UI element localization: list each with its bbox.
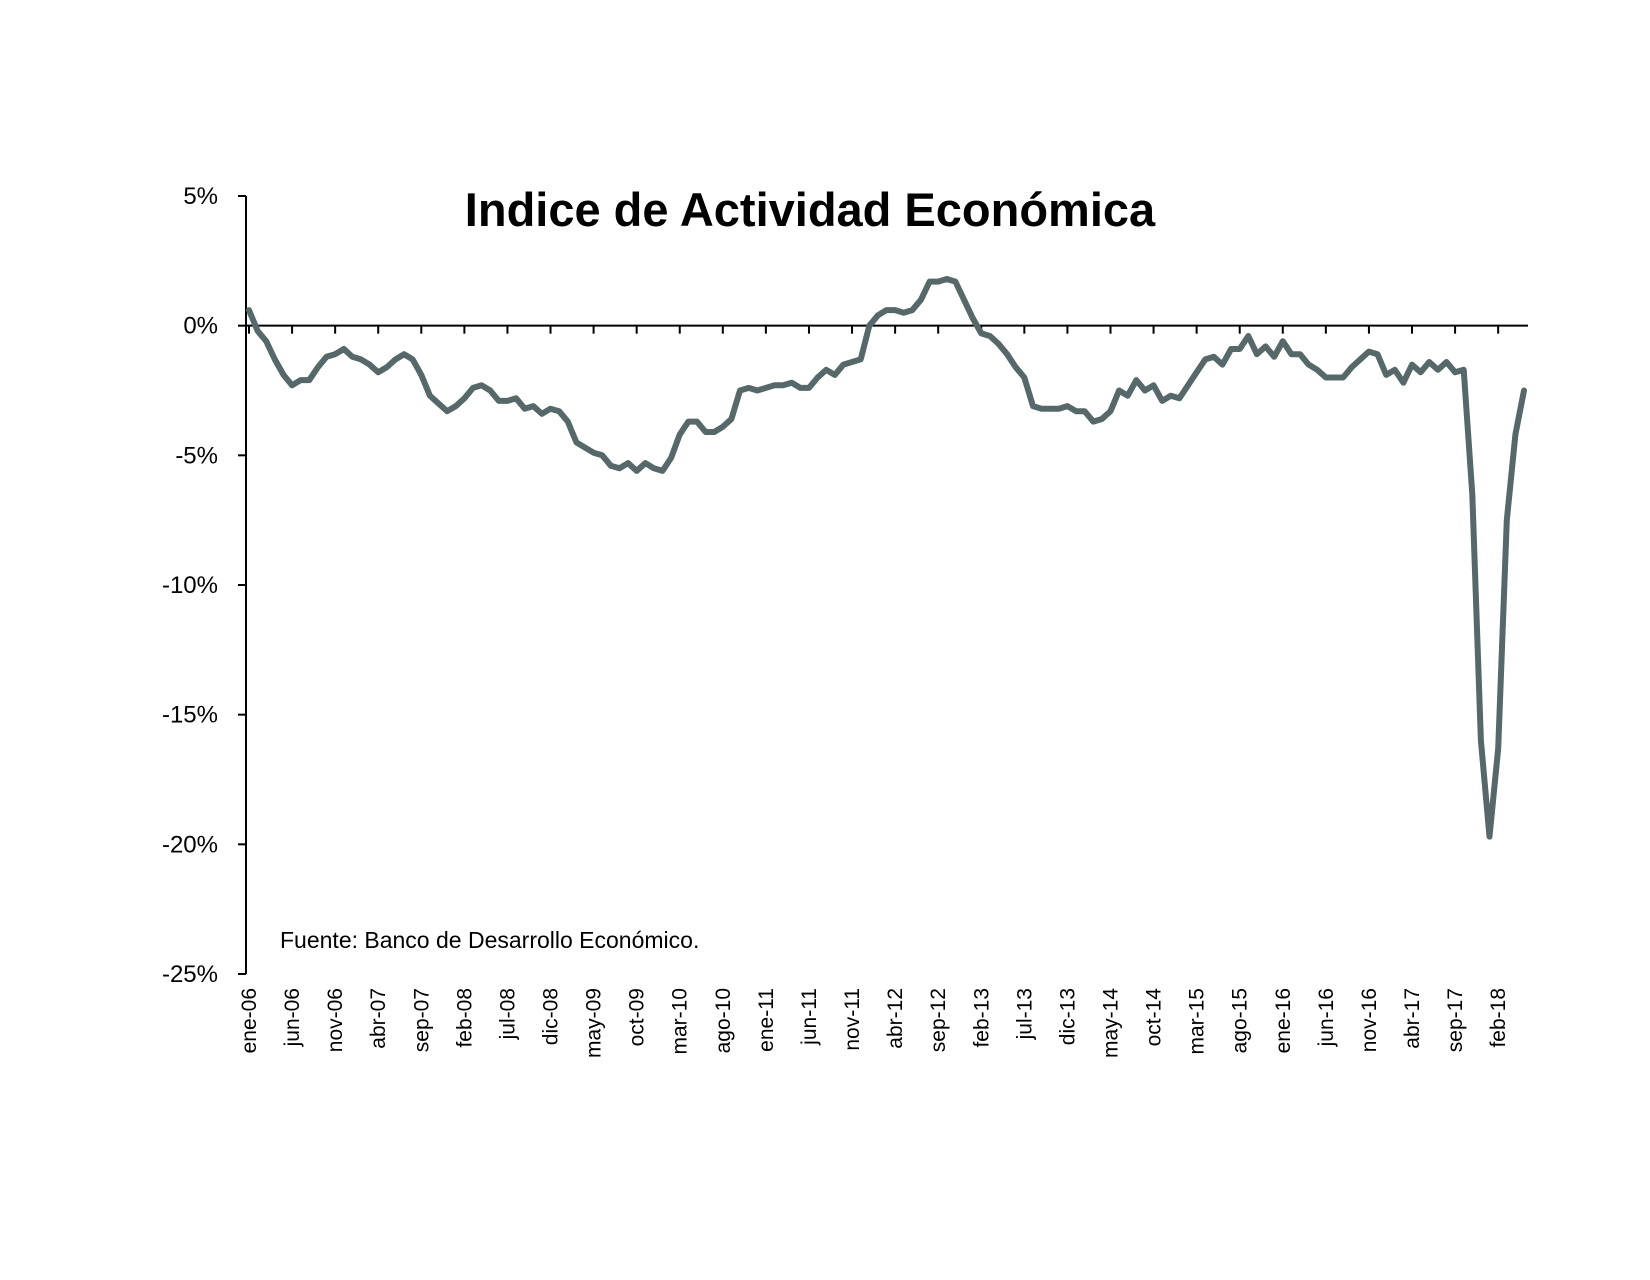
x-tick-label: mar-15	[1186, 988, 1209, 1055]
y-tick-label: -15%	[162, 702, 218, 729]
x-tick-label: feb-08	[453, 988, 476, 1048]
x-tick-label: oct-14	[1143, 988, 1166, 1047]
x-tick-label: nov-11	[841, 988, 864, 1051]
x-tick-label: dic-08	[540, 988, 563, 1045]
x-tick-label: nov-06	[324, 988, 347, 1052]
source-note: Fuente: Banco de Desarrollo Económico.	[280, 927, 699, 953]
x-axis: ene-06 jun-06 nov-06 abr-07 sep-07 feb-08 jul-…	[238, 324, 1528, 1058]
x-tick-label: may-14	[1099, 988, 1122, 1058]
x-tick-label: jun-06	[281, 988, 304, 1047]
y-tick-label: 0%	[183, 313, 218, 340]
x-tick-label: sep-07	[410, 988, 433, 1052]
x-tick-label: ene-16	[1272, 988, 1295, 1053]
y-tick-label: -5%	[175, 442, 218, 469]
y-axis: 5% 0% -5% -10% -15% -20% -25%	[162, 183, 247, 988]
y-tick-label: -10%	[162, 572, 218, 599]
y-tick-label: -20%	[162, 831, 218, 858]
x-tick-label: oct-09	[626, 988, 649, 1046]
x-tick-label: ago-10	[712, 988, 735, 1053]
x-tick-label: abr-12	[884, 988, 907, 1049]
x-tick-label: jul-13	[1013, 988, 1036, 1040]
y-tick-label: 5%	[183, 183, 218, 210]
x-tick-label: abr-17	[1401, 988, 1424, 1049]
x-tick-label: abr-07	[367, 988, 390, 1049]
chart-title: Indice de Actividad Económica	[465, 183, 1156, 236]
x-tick-label: may-09	[583, 988, 606, 1058]
x-tick-label: feb-13	[970, 988, 993, 1048]
series-line	[246, 276, 1527, 840]
x-tick-label: ene-06	[238, 988, 261, 1053]
x-tick-label: feb-18	[1487, 988, 1510, 1048]
x-tick-label: sep-12	[927, 988, 950, 1052]
x-tick-label: jul-08	[496, 988, 519, 1040]
x-tick-label: jun-16	[1315, 988, 1338, 1047]
x-tick-label: sep-17	[1444, 988, 1467, 1052]
x-tick-label: ene-11	[755, 988, 778, 1052]
x-tick-label: jun-11	[798, 988, 821, 1046]
series-group	[246, 276, 1527, 840]
x-tick-label: dic-13	[1056, 988, 1079, 1045]
x-tick-label: nov-16	[1358, 988, 1381, 1052]
x-tick-label: ago-15	[1229, 988, 1252, 1053]
y-tick-label: -25%	[162, 961, 218, 988]
x-tick-label: mar-10	[669, 988, 692, 1055]
